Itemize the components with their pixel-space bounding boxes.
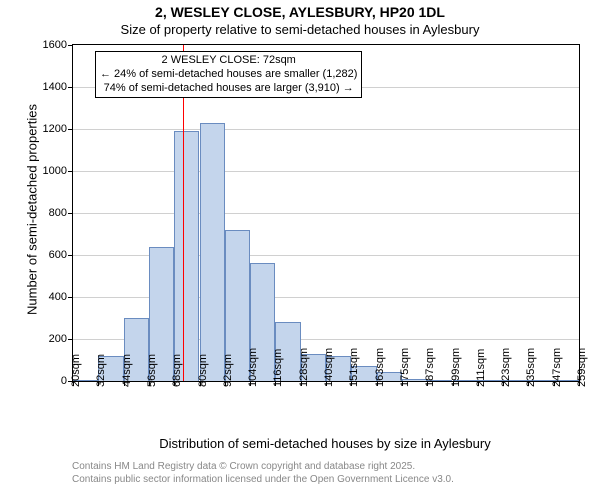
y-tick-label: 1600 [43, 39, 67, 51]
y-tick-label: 600 [49, 249, 67, 261]
chart-title-line1: 2, WESLEY CLOSE, AYLESBURY, HP20 1DL [0, 4, 600, 20]
y-tick-label: 0 [61, 375, 67, 387]
annotation-line2: ← 24% of semi-detached houses are smalle… [100, 68, 357, 82]
x-tick-label: 211sqm [475, 349, 487, 387]
annotation-line1: 2 WESLEY CLOSE: 72sqm [100, 54, 357, 68]
y-tick-mark [68, 339, 73, 340]
x-tick-label: 223sqm [500, 348, 512, 387]
y-tick-mark [68, 171, 73, 172]
x-tick-label: 80sqm [197, 354, 209, 387]
x-tick-label: 128sqm [298, 348, 310, 387]
credit-text: Contains HM Land Registry data © Crown c… [72, 460, 454, 486]
credit-line1: Contains HM Land Registry data © Crown c… [72, 460, 454, 473]
x-tick-label: 56sqm [146, 354, 158, 387]
gridline [73, 129, 579, 130]
x-tick-label: 187sqm [424, 348, 436, 387]
x-tick-label: 44sqm [121, 354, 133, 387]
histogram-chart: 2, WESLEY CLOSE, AYLESBURY, HP20 1DL Siz… [0, 0, 600, 500]
x-tick-label: 92sqm [222, 354, 234, 387]
y-tick-label: 1200 [43, 123, 67, 135]
histogram-bar [174, 131, 199, 381]
x-tick-label: 163sqm [374, 348, 386, 387]
y-tick-mark [68, 255, 73, 256]
x-axis-title: Distribution of semi-detached houses by … [72, 436, 578, 451]
x-tick-label: 20sqm [70, 354, 82, 387]
y-tick-label: 1400 [43, 81, 67, 93]
y-axis-title: Number of semi-detached properties [25, 70, 40, 350]
y-tick-label: 400 [49, 291, 67, 303]
y-tick-mark [68, 129, 73, 130]
x-tick-label: 235sqm [525, 348, 537, 387]
chart-title-line2: Size of property relative to semi-detach… [0, 22, 600, 37]
annotation-line3: 74% of semi-detached houses are larger (… [100, 82, 357, 96]
x-tick-label: 259sqm [576, 348, 588, 387]
gridline [73, 213, 579, 214]
gridline [73, 171, 579, 172]
x-tick-label: 247sqm [551, 348, 563, 387]
y-tick-mark [68, 87, 73, 88]
x-tick-label: 140sqm [323, 348, 335, 387]
y-tick-mark [68, 45, 73, 46]
y-tick-label: 800 [49, 207, 67, 219]
x-tick-label: 68sqm [171, 354, 183, 387]
credit-line2: Contains public sector information licen… [72, 473, 454, 486]
annotation-box: 2 WESLEY CLOSE: 72sqm← 24% of semi-detac… [95, 51, 362, 98]
y-tick-mark [68, 297, 73, 298]
y-tick-label: 200 [49, 333, 67, 345]
plot-area: 0200400600800100012001400160020sqm32sqm4… [72, 44, 580, 382]
x-tick-label: 116sqm [272, 349, 284, 387]
x-tick-label: 104sqm [247, 348, 259, 387]
x-tick-label: 151sqm [348, 348, 360, 387]
x-tick-label: 32sqm [95, 354, 107, 387]
y-tick-label: 1000 [43, 165, 67, 177]
x-tick-label: 175sqm [399, 348, 411, 387]
x-tick-label: 199sqm [450, 348, 462, 387]
histogram-bar [200, 123, 225, 381]
y-tick-mark [68, 213, 73, 214]
